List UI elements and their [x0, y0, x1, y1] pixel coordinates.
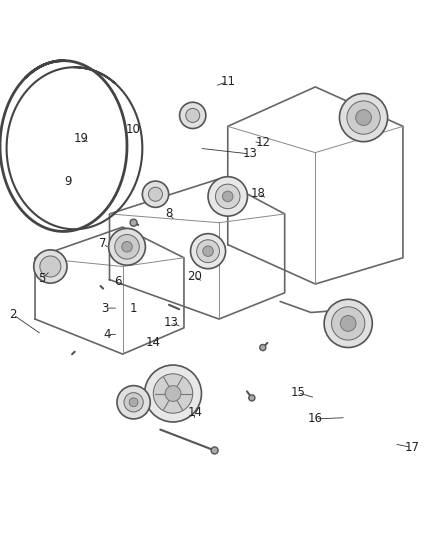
Text: 7: 7 [99, 237, 107, 250]
Circle shape [117, 386, 150, 419]
Circle shape [40, 256, 61, 277]
Circle shape [223, 191, 233, 201]
Circle shape [124, 393, 143, 412]
Circle shape [109, 229, 145, 265]
Text: 3: 3 [102, 302, 109, 314]
Text: 1: 1 [130, 302, 138, 314]
Text: 13: 13 [242, 148, 257, 160]
Circle shape [249, 395, 255, 401]
Text: 17: 17 [404, 441, 419, 454]
Circle shape [129, 398, 138, 407]
Text: 8: 8 [165, 207, 172, 221]
Circle shape [197, 240, 219, 263]
Circle shape [347, 101, 380, 134]
Text: 2: 2 [9, 308, 17, 321]
Circle shape [34, 250, 67, 283]
Text: 20: 20 [187, 270, 202, 283]
Circle shape [211, 447, 218, 454]
Circle shape [165, 386, 181, 401]
Circle shape [332, 307, 365, 340]
Circle shape [203, 246, 213, 256]
Text: 12: 12 [255, 136, 270, 149]
Text: 9: 9 [64, 175, 72, 188]
Text: 11: 11 [220, 75, 235, 88]
Circle shape [191, 233, 226, 269]
Circle shape [356, 110, 371, 125]
Text: 19: 19 [74, 132, 88, 145]
Circle shape [153, 374, 193, 413]
Circle shape [208, 177, 247, 216]
Text: 18: 18 [251, 187, 266, 200]
Text: 14: 14 [146, 336, 161, 349]
Circle shape [340, 316, 356, 332]
Text: 14: 14 [187, 406, 202, 419]
Circle shape [180, 102, 206, 128]
Circle shape [142, 181, 169, 207]
Circle shape [148, 187, 162, 201]
Circle shape [186, 108, 200, 123]
Text: 6: 6 [114, 276, 122, 288]
Circle shape [260, 344, 266, 351]
Text: 4: 4 [103, 328, 111, 341]
Circle shape [130, 219, 137, 226]
Text: 10: 10 [126, 123, 141, 136]
Text: 13: 13 [163, 316, 178, 329]
Text: 5: 5 [38, 272, 45, 285]
Circle shape [339, 93, 388, 142]
Circle shape [324, 300, 372, 348]
Circle shape [115, 235, 139, 259]
Circle shape [145, 365, 201, 422]
Circle shape [122, 241, 132, 252]
Text: 15: 15 [290, 386, 305, 399]
Text: 16: 16 [308, 413, 323, 425]
Circle shape [215, 184, 240, 209]
